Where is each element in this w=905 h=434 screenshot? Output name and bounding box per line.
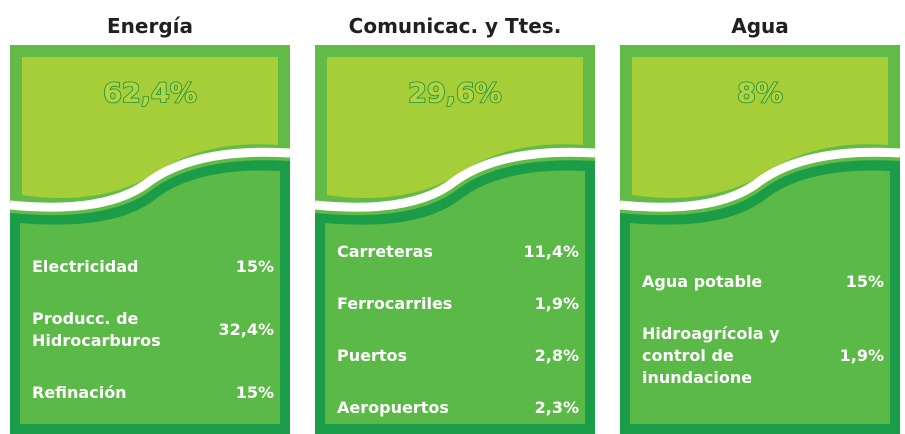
item-value: 15%: [235, 383, 274, 402]
item-row: Aeropuertos 2,3%: [337, 397, 579, 419]
panel-background: [10, 45, 290, 434]
panel-background: [315, 45, 595, 434]
item-label: Puertos: [337, 346, 408, 365]
panel-shape: [10, 147, 290, 212]
panel-shape: [630, 170, 890, 424]
item-label: Carreteras: [337, 242, 433, 261]
panel-title: Comunicac. y Ttes.: [348, 14, 562, 38]
panel-title: Agua: [731, 14, 789, 38]
panel-total: 8%: [736, 77, 783, 110]
item-label: Hidroagrícola y control de inundacione: [642, 324, 780, 387]
panel-shape: [22, 57, 278, 199]
item-row: Refinación 15%: [32, 382, 274, 404]
item-label: Ferrocarriles: [337, 294, 453, 313]
item-label: Electricidad: [32, 257, 139, 276]
panel-total: 62,4%: [102, 77, 197, 110]
item-row: Producc. de Hidrocarburos 32,4%: [32, 308, 274, 352]
item-value: 2,8%: [534, 346, 579, 365]
panel-shape: [315, 147, 595, 212]
panel-shape: [327, 57, 583, 199]
panel-title: Energía: [107, 14, 193, 38]
item-row: Hidroagrícola y control de inundacione 1,…: [642, 323, 884, 389]
panel-shape: [20, 170, 280, 424]
item-list: Electricidad 15% Producc. de Hidrocarburos…: [32, 230, 274, 430]
panel: Energía 62,4% Electricidad 15% Producc. de H…: [10, 0, 290, 434]
item-value: 32,4%: [218, 320, 274, 339]
item-label: Producc. de Hidrocarburos: [32, 309, 161, 350]
item-value: 1,9%: [839, 346, 884, 365]
panel-shape: [620, 147, 900, 212]
item-value: 1,9%: [534, 294, 579, 313]
item-row: Carreteras 11,4%: [337, 241, 579, 263]
panel-shape: [325, 170, 585, 424]
item-value: 11,4%: [523, 242, 579, 261]
item-row: Puertos 2,8%: [337, 345, 579, 367]
item-row: Agua potable 15%: [642, 271, 884, 293]
item-label: Refinación: [32, 383, 127, 402]
item-label: Agua potable: [642, 272, 763, 291]
panel: Comunicac. y Ttes. 29,6% Carreteras 11,4% Fe…: [315, 0, 595, 434]
panel-total: 29,6%: [407, 77, 502, 110]
item-value: 2,3%: [534, 398, 579, 417]
panel-background: [620, 45, 900, 434]
panel: Agua 8% Agua potable 15% Hidroagrícola y con…: [620, 0, 900, 434]
item-list: Carreteras 11,4% Ferrocarriles 1,9% Puertos 2…: [337, 230, 579, 430]
item-value: 15%: [845, 272, 884, 291]
panel-shape: [632, 57, 888, 199]
item-label: Aeropuertos: [337, 398, 449, 417]
item-row: Ferrocarriles 1,9%: [337, 293, 579, 315]
item-value: 15%: [235, 257, 274, 276]
item-row: Electricidad 15%: [32, 256, 274, 278]
item-list: Agua potable 15% Hidroagrícola y control d…: [642, 230, 884, 430]
